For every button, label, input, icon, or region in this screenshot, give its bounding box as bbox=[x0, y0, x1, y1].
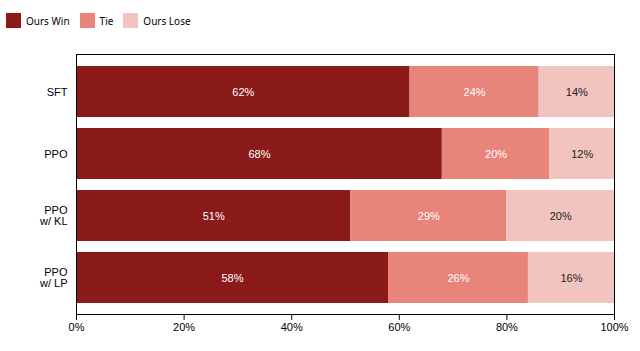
svg-text:100%: 100% bbox=[600, 321, 628, 333]
html-text:Ours Win: Ours Win bbox=[26, 13, 70, 28]
svg-text:62%: 62% bbox=[232, 86, 254, 98]
svg-text:60%: 60% bbox=[388, 321, 410, 333]
svg-text:58%: 58% bbox=[222, 272, 244, 284]
svg-text:20%: 20% bbox=[485, 148, 507, 160]
svg-text:SFT: SFT bbox=[47, 86, 68, 98]
html-text:Ours Lose: Ours Lose bbox=[143, 13, 191, 28]
svg-text:14%: 14% bbox=[566, 86, 588, 98]
svg-text:26%: 26% bbox=[447, 272, 469, 284]
svg-text:12%: 12% bbox=[571, 148, 593, 160]
svg-text:40%: 40% bbox=[281, 321, 303, 333]
svg-text:PPOw/ LP: PPOw/ LP bbox=[39, 266, 68, 289]
svg-text:PPO: PPO bbox=[44, 148, 68, 160]
svg-text:20%: 20% bbox=[550, 210, 572, 222]
svg-text:24%: 24% bbox=[464, 86, 486, 98]
html-text:Tie: Tie bbox=[99, 13, 114, 28]
svg-text:80%: 80% bbox=[496, 321, 518, 333]
svg-text:16%: 16% bbox=[560, 272, 582, 284]
svg-text:68%: 68% bbox=[248, 148, 270, 160]
svg-text:51%: 51% bbox=[203, 210, 225, 222]
svg-text:0%: 0% bbox=[69, 321, 85, 333]
svg-text:29%: 29% bbox=[418, 210, 440, 222]
svg-text:20%: 20% bbox=[173, 321, 195, 333]
svg-text:PPOw/ KL: PPOw/ KL bbox=[39, 204, 68, 227]
